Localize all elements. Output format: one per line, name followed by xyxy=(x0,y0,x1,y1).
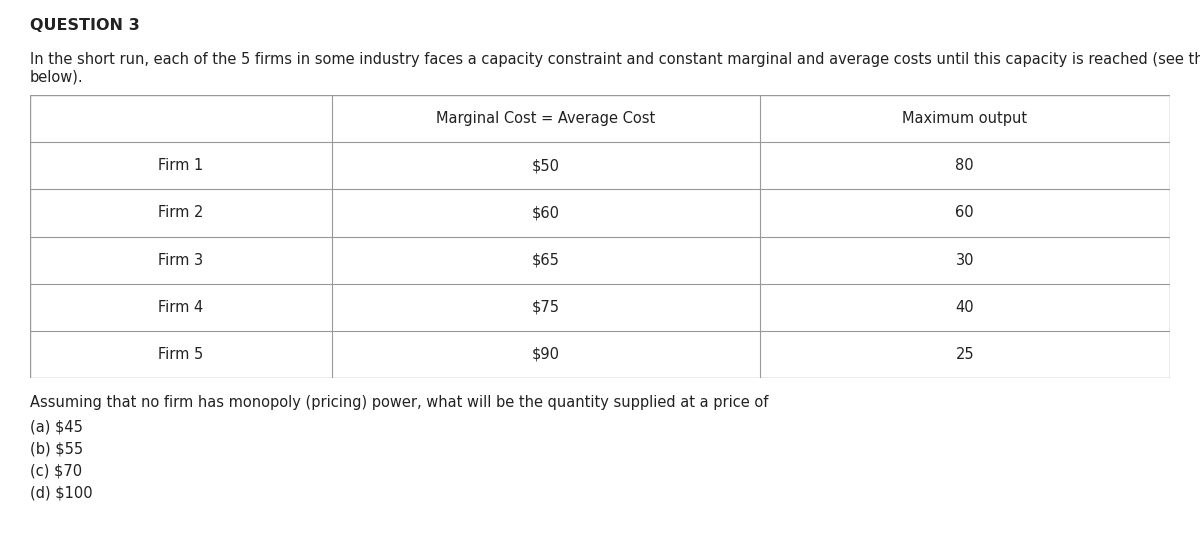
Text: 80: 80 xyxy=(955,158,974,173)
Text: 60: 60 xyxy=(955,205,974,221)
Text: 30: 30 xyxy=(955,253,974,268)
Text: $75: $75 xyxy=(532,300,560,315)
Text: Firm 1: Firm 1 xyxy=(158,158,204,173)
Text: (a) $45: (a) $45 xyxy=(30,420,83,435)
Text: Firm 4: Firm 4 xyxy=(158,300,204,315)
Text: $60: $60 xyxy=(532,205,560,221)
Text: $50: $50 xyxy=(532,158,560,173)
Text: (c) $70: (c) $70 xyxy=(30,464,82,479)
Text: 40: 40 xyxy=(955,300,974,315)
Text: $65: $65 xyxy=(532,253,559,268)
Text: $90: $90 xyxy=(532,347,560,362)
Text: QUESTION 3: QUESTION 3 xyxy=(30,18,139,33)
Text: In the short run, each of the 5 firms in some industry faces a capacity constrai: In the short run, each of the 5 firms in… xyxy=(30,52,1200,67)
Text: Firm 2: Firm 2 xyxy=(158,205,204,221)
Text: (d) $100: (d) $100 xyxy=(30,486,92,501)
Text: below).: below). xyxy=(30,70,84,85)
Text: Maximum output: Maximum output xyxy=(902,111,1027,126)
Text: Marginal Cost = Average Cost: Marginal Cost = Average Cost xyxy=(437,111,655,126)
Text: Firm 3: Firm 3 xyxy=(158,253,204,268)
Text: 25: 25 xyxy=(955,347,974,362)
Text: Assuming that no firm has monopoly (pricing) power, what will be the quantity su: Assuming that no firm has monopoly (pric… xyxy=(30,395,768,410)
Text: (b) $55: (b) $55 xyxy=(30,442,83,457)
Text: Firm 5: Firm 5 xyxy=(158,347,204,362)
